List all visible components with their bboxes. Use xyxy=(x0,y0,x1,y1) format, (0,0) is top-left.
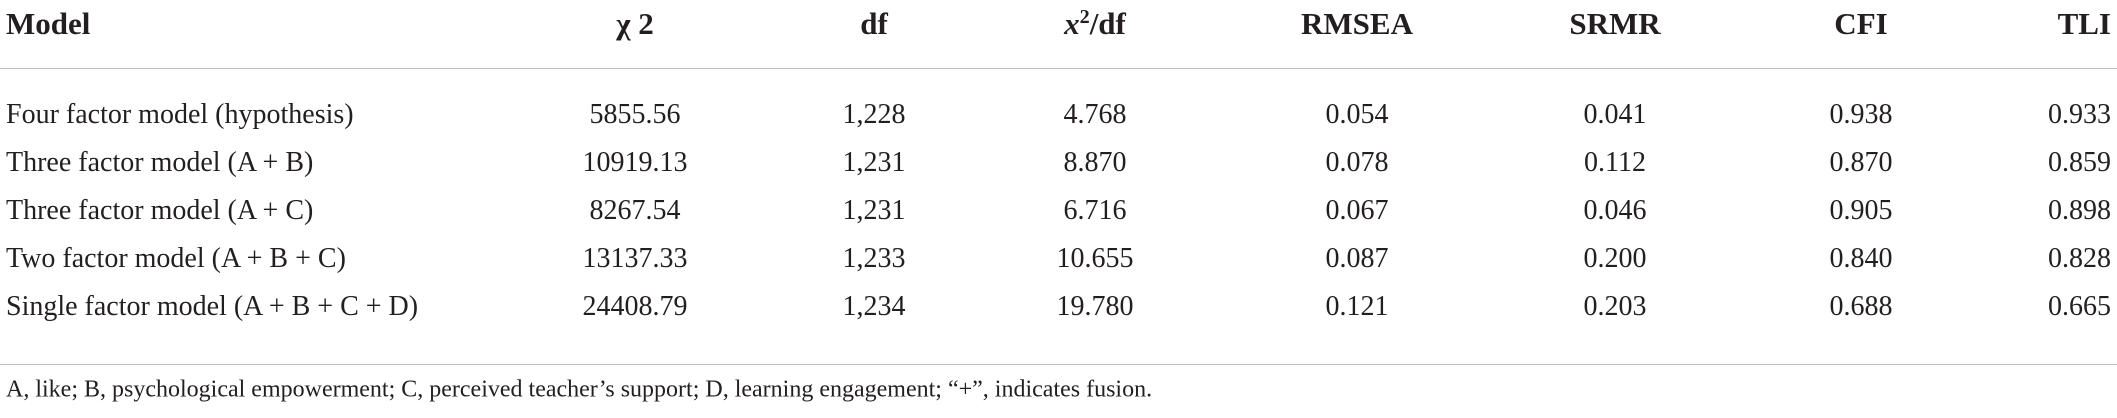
table-cell: 1,231 xyxy=(842,195,906,226)
table-cell: 0.898 xyxy=(2048,195,2111,226)
table-cell: 24408.79 xyxy=(582,291,688,322)
column-header: TLI xyxy=(2057,6,2111,41)
column-header: Model xyxy=(6,6,91,41)
table-cell: 1,233 xyxy=(842,243,906,274)
model-name: Two factor model (A + B + C) xyxy=(6,243,346,274)
table-cell: 10919.13 xyxy=(582,147,688,178)
header-superscript: 2 xyxy=(1079,5,1090,28)
column-header: df xyxy=(860,6,888,41)
table-cell: 8267.54 xyxy=(589,195,681,226)
table-cell: 19.780 xyxy=(1056,291,1134,322)
table-cell: 6.716 xyxy=(1063,195,1127,226)
table-cell: 0.200 xyxy=(1583,243,1647,274)
table-cell: 13137.33 xyxy=(582,243,688,274)
header-rule xyxy=(0,68,2117,69)
header-rest: /df xyxy=(1089,6,1126,42)
table-cell: 10.655 xyxy=(1056,243,1134,274)
column-header: SRMR xyxy=(1569,6,1661,41)
table-cell: 1,234 xyxy=(842,291,906,322)
table-cell: 0.665 xyxy=(2048,291,2111,322)
table-cell: 0.087 xyxy=(1325,243,1389,274)
table-cell: 0.046 xyxy=(1583,195,1647,226)
column-header: CFI xyxy=(1834,6,1888,41)
bottom-rule xyxy=(0,364,2117,365)
table-cell: 0.688 xyxy=(1829,291,1893,322)
table-cell: 4.768 xyxy=(1063,99,1127,130)
table-cell: 5855.56 xyxy=(589,99,681,130)
table-cell: 0.933 xyxy=(2048,99,2111,130)
table-cell: 8.870 xyxy=(1063,147,1127,178)
table-cell: 0.067 xyxy=(1325,195,1389,226)
table-cell: 0.054 xyxy=(1325,99,1389,130)
table-cell: 0.870 xyxy=(1829,147,1893,178)
model-name: Three factor model (A + B) xyxy=(6,147,314,178)
column-header: x2/df xyxy=(1064,6,1126,42)
table-cell: 0.938 xyxy=(1829,99,1893,130)
table-cell: 0.121 xyxy=(1325,291,1389,322)
table-cell: 1,231 xyxy=(842,147,906,178)
table-cell: 0.840 xyxy=(1829,243,1893,274)
column-header: RMSEA xyxy=(1301,6,1413,41)
table-cell: 0.112 xyxy=(1584,147,1646,178)
footnote: A, like; B, psychological empowerment; C… xyxy=(6,376,1153,403)
table-cell: 0.203 xyxy=(1583,291,1647,322)
table-cell: 0.859 xyxy=(2048,147,2111,178)
table-cell: 0.041 xyxy=(1583,99,1647,130)
header-base: x xyxy=(1064,6,1080,42)
model-name: Four factor model (hypothesis) xyxy=(6,99,354,130)
model-name: Three factor model (A + C) xyxy=(6,195,314,226)
table-cell: 0.905 xyxy=(1829,195,1893,226)
table-cell: 1,228 xyxy=(842,99,906,130)
table-cell: 0.828 xyxy=(2048,243,2111,274)
model-name: Single factor model (A + B + C + D) xyxy=(6,291,419,322)
column-header: χ 2 xyxy=(616,6,654,41)
table-cell: 0.078 xyxy=(1325,147,1389,178)
